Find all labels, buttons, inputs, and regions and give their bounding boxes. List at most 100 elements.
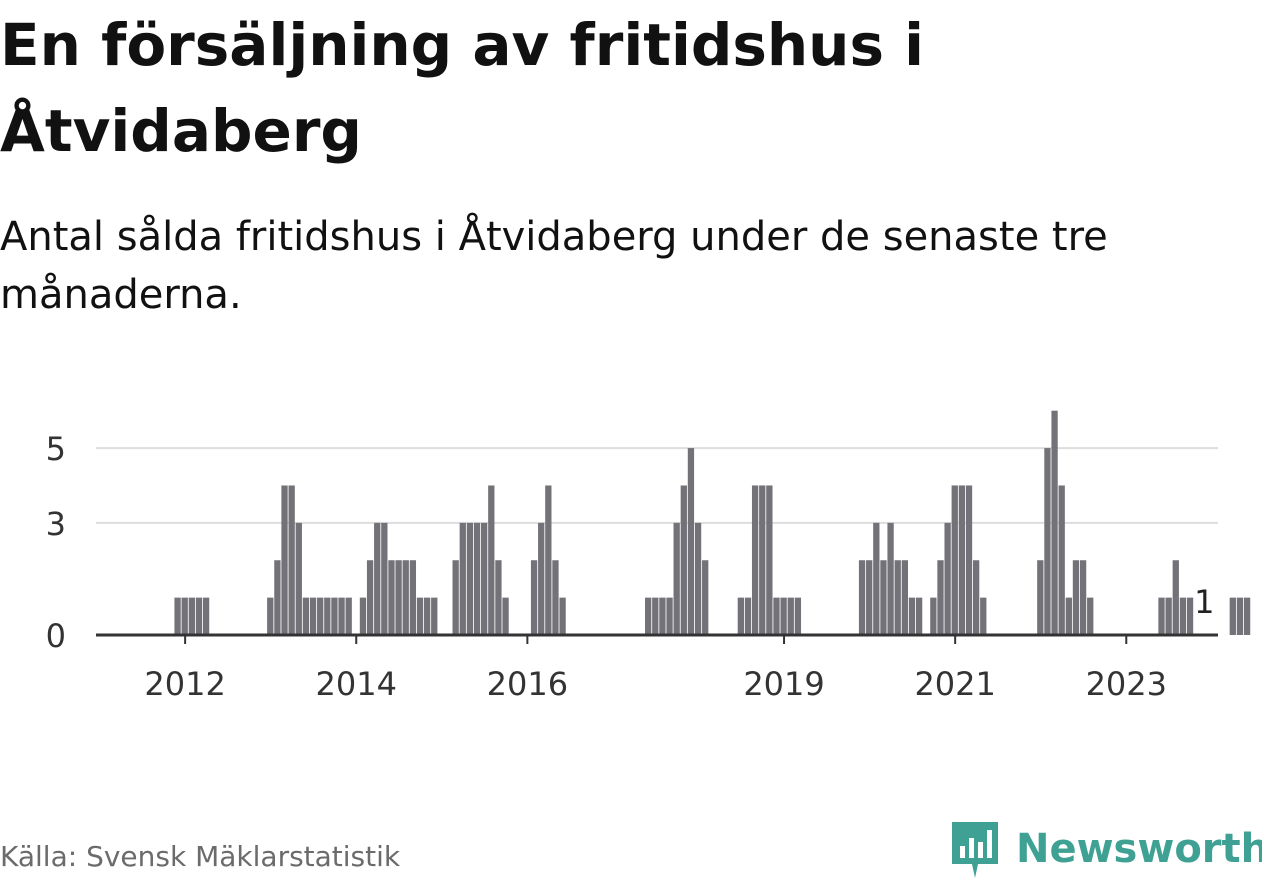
bar [666, 597, 673, 635]
bar [1158, 597, 1165, 635]
bar [958, 485, 966, 635]
bar [645, 597, 652, 635]
x-axis-ticks: 2012 2014 2016 2019 2021 2023 [144, 635, 1167, 700]
bar [473, 522, 481, 635]
bar [295, 522, 302, 635]
bar [880, 560, 887, 635]
x-tick-label: 2023 [1086, 665, 1167, 700]
newsworthy-logo-icon [952, 822, 998, 878]
bar [951, 485, 958, 635]
bar [374, 522, 381, 635]
bar [659, 597, 666, 635]
bar [1179, 597, 1187, 635]
bar [459, 522, 466, 635]
y-tick-label: 0 [46, 617, 66, 655]
bar [1172, 560, 1179, 635]
bar [937, 560, 944, 635]
bar [281, 485, 288, 635]
bar [381, 522, 388, 635]
bar [972, 560, 980, 635]
bar [965, 485, 973, 635]
bar [1037, 560, 1044, 635]
bar [887, 522, 894, 635]
bar [288, 485, 295, 635]
chart-title: En försäljning av fritidshus i Åtvidaber… [0, 11, 925, 165]
y-tick-label: 5 [46, 430, 66, 468]
bar [309, 597, 317, 635]
annotations: 1 [1194, 583, 1214, 621]
bar [1051, 410, 1058, 635]
bar [345, 597, 352, 635]
x-tick-label: 2019 [743, 665, 824, 700]
bar [388, 560, 395, 635]
bar [894, 560, 901, 635]
bar [302, 597, 310, 635]
x-tick-label: 2021 [914, 665, 995, 700]
bar [181, 597, 188, 635]
bar [324, 597, 331, 635]
bar [431, 597, 438, 635]
bar [1065, 597, 1072, 635]
bar [680, 485, 687, 635]
bar [395, 560, 402, 635]
x-tick-label: 2012 [144, 665, 225, 700]
chart-subtitle: Antal sålda fritidshus i Åtvidaberg unde… [0, 214, 1108, 318]
bar [652, 597, 659, 635]
bar [317, 597, 324, 635]
bar [174, 597, 181, 635]
bar [1165, 597, 1172, 635]
bar [202, 597, 210, 635]
bar [858, 560, 866, 635]
y-axis-ticks: 0 3 5 [46, 430, 66, 655]
bar [1236, 597, 1244, 635]
bar [481, 522, 488, 635]
x-tick-label: 2014 [316, 665, 397, 700]
bar [195, 597, 203, 635]
bar [538, 522, 545, 635]
bar [1087, 597, 1094, 635]
bar [901, 560, 908, 635]
bar [787, 597, 794, 635]
bar [1243, 597, 1251, 635]
bar [915, 597, 923, 635]
bar [980, 597, 987, 635]
bars [174, 410, 1251, 635]
bar [1058, 485, 1065, 635]
bar [866, 560, 873, 635]
bar [1229, 597, 1236, 635]
x-tick-label: 2016 [487, 665, 568, 700]
bar [495, 560, 502, 635]
bar [694, 522, 702, 635]
bar [530, 560, 538, 635]
bar [794, 597, 802, 635]
bar [873, 522, 880, 635]
bar [488, 485, 495, 635]
bar [409, 560, 417, 635]
bar [908, 597, 916, 635]
bar [744, 597, 752, 635]
bar [759, 485, 766, 635]
bar [1079, 560, 1087, 635]
bar [559, 597, 566, 635]
bar [466, 522, 474, 635]
bar [1044, 448, 1051, 635]
bar [359, 597, 367, 635]
last-value-label: 1 [1194, 583, 1214, 621]
bar [1186, 597, 1194, 635]
bar [402, 560, 409, 635]
bar [267, 597, 274, 635]
brand-logo[interactable]: Newsworthy [950, 818, 1262, 880]
bar [502, 597, 509, 635]
bar-chart: 0 3 5 2012 2014 2016 2019 2021 2023 1 [46, 410, 1251, 700]
brand-name: Newsworthy [1016, 826, 1262, 872]
bar [687, 448, 695, 635]
bar [673, 522, 680, 635]
bar [338, 597, 345, 635]
bar [737, 597, 744, 635]
source-note: Källa: Svensk Mäklarstatistik [0, 840, 401, 873]
y-tick-label: 3 [46, 505, 66, 543]
bar [1072, 560, 1080, 635]
bar [773, 597, 780, 635]
bar [274, 560, 281, 635]
bar [452, 560, 459, 635]
